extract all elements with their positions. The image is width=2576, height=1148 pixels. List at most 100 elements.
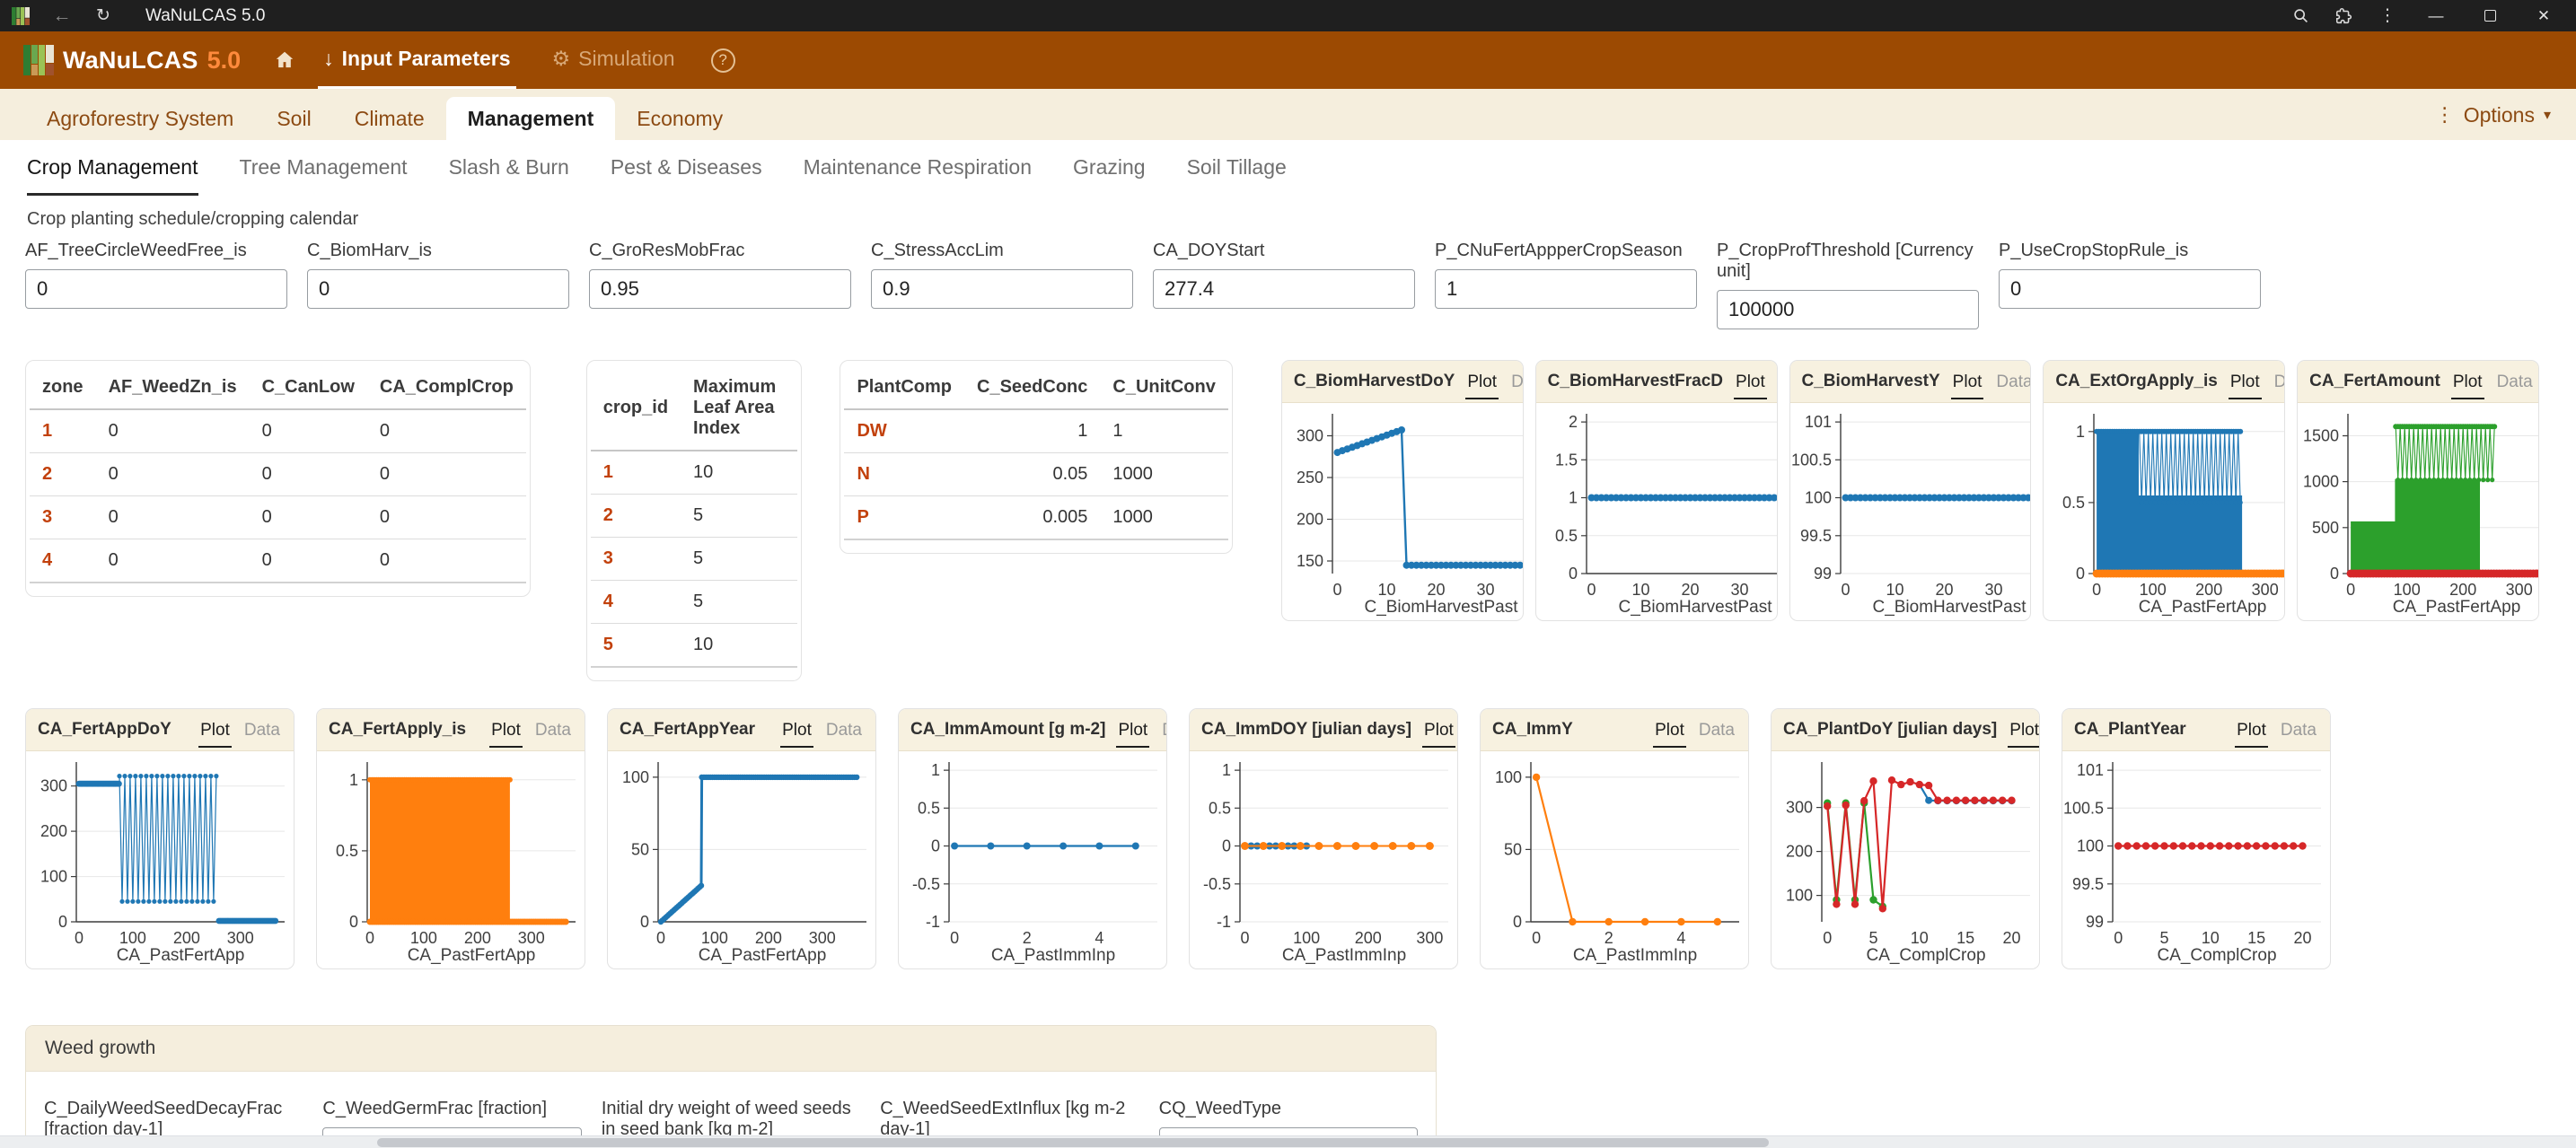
value-cell[interactable]: 0: [249, 452, 367, 496]
tab-climate[interactable]: Climate: [354, 106, 425, 130]
chart-plot-area: 0 50 100 0 100 200 300 CA_PastFertApp: [608, 751, 875, 968]
value-cell[interactable]: 0: [95, 495, 250, 539]
plot-tab[interactable]: Plot: [1465, 364, 1499, 399]
value-cell[interactable]: 5: [681, 580, 798, 624]
svg-text:100: 100: [1786, 887, 1813, 905]
plantcomp-table-card: PlantComp C_SeedConc C_UnitConv DW 1 1 N 0.05 10…: [840, 360, 1233, 554]
value-cell[interactable]: 5: [681, 494, 798, 538]
data-tab[interactable]: Data: [1511, 372, 1524, 391]
svg-text:0: 0: [349, 913, 358, 931]
param-input-c-biomharv-is[interactable]: [307, 269, 569, 309]
value-cell[interactable]: 0.005: [964, 495, 1101, 540]
tab-soil[interactable]: Soil: [277, 106, 312, 130]
subtab-pest-diseases[interactable]: Pest & Diseases: [610, 155, 762, 179]
subtab-crop-management[interactable]: Crop Management: [27, 155, 198, 196]
data-tab[interactable]: Data: [1698, 721, 1735, 740]
tab-management[interactable]: Management: [445, 97, 616, 140]
param-input-p-cnufertapppercropseason[interactable]: [1435, 269, 1697, 309]
value-cell[interactable]: 0: [366, 409, 526, 453]
param-input-p-cropprofthreshold-currency-unit[interactable]: [1717, 290, 1979, 329]
plot-tab[interactable]: Plot: [2235, 712, 2268, 748]
maximize-button[interactable]: [2466, 0, 2513, 31]
horizontal-scrollbar[interactable]: [0, 1135, 2576, 1148]
reload-icon[interactable]: ↻: [96, 6, 110, 25]
back-icon[interactable]: ←: [52, 4, 72, 26]
plot-tab[interactable]: Plot: [1422, 712, 1455, 748]
scrollbar-thumb[interactable]: [377, 1138, 1769, 1147]
data-tab[interactable]: Data: [534, 721, 571, 740]
chart-card-header: CA_FertAmount Plot Data: [2298, 361, 2538, 403]
tab-agroforestry-system[interactable]: Agroforestry System: [47, 106, 234, 130]
param-input-p-usecropstoprule-is[interactable]: [1999, 269, 2261, 309]
value-cell[interactable]: 0: [366, 495, 526, 539]
zoom-icon[interactable]: [2283, 4, 2319, 28]
plot-tab[interactable]: Plot: [2450, 364, 2484, 399]
plot-tab[interactable]: Plot: [1734, 364, 1767, 399]
minimize-button[interactable]: —: [2428, 6, 2444, 24]
value-cell[interactable]: 1000: [1100, 495, 1228, 540]
svg-text:0: 0: [656, 929, 665, 947]
plot-tab[interactable]: Plot: [198, 712, 232, 748]
plot-tab[interactable]: Plot: [2008, 712, 2039, 748]
close-button[interactable]: ✕: [2536, 6, 2551, 24]
value-cell[interactable]: 0.05: [964, 452, 1101, 496]
svg-text:100: 100: [1804, 489, 1831, 507]
chart-card-ca-immamount-g-m-2: CA_ImmAmount [g m-2] Plot Data -1 -0.5 0 0.5 1 0…: [898, 708, 1167, 969]
browser-titlebar: ← ↻ WaNuLCAS 5.0 ⋮ — ✕: [0, 0, 2576, 31]
plot-tab[interactable]: Plot: [1950, 364, 1984, 399]
subtab-tree-management[interactable]: Tree Management: [239, 155, 408, 179]
nav-item-input-parameters[interactable]: ↓ Input Parameters: [318, 31, 516, 89]
value-cell[interactable]: 0: [249, 539, 367, 583]
data-tab[interactable]: Data: [2273, 372, 2286, 391]
plot-tab[interactable]: Plot: [2228, 364, 2262, 399]
plot-tab[interactable]: Plot: [489, 712, 523, 748]
value-cell[interactable]: 0: [249, 409, 367, 453]
plot-tab[interactable]: Plot: [1653, 712, 1686, 748]
browser-menu-icon[interactable]: ⋮: [2378, 6, 2396, 25]
weed-field-c-dailyweedseeddecayfrac-fraction-day-1: C_DailyWeedSeedDecayFrac [fraction day-1…: [44, 1099, 303, 1148]
value-cell[interactable]: 1: [1100, 409, 1228, 453]
param-input-c-groresmobfrac[interactable]: [589, 269, 851, 309]
value-cell[interactable]: 10: [681, 451, 798, 495]
data-tab[interactable]: Data: [1160, 712, 1166, 748]
value-cell[interactable]: 1: [964, 409, 1101, 453]
tab-economy[interactable]: Economy: [637, 106, 724, 130]
subtab-slash-burn[interactable]: Slash & Burn: [448, 155, 569, 179]
subtab-soil-tillage[interactable]: Soil Tillage: [1186, 155, 1287, 179]
plot-tab[interactable]: Plot: [1116, 712, 1150, 748]
svg-text:300: 300: [227, 929, 254, 947]
data-tab[interactable]: Data: [1996, 372, 2032, 391]
param-input-c-stressacclim[interactable]: [871, 269, 1133, 309]
data-tab[interactable]: Data: [243, 721, 280, 740]
value-cell[interactable]: 10: [681, 623, 798, 668]
nav-item-label: Input Parameters: [341, 47, 511, 70]
nav-item-simulation[interactable]: ⚙ Simulation: [547, 31, 681, 89]
options-button[interactable]: ⋮ Options ▾: [2435, 97, 2551, 140]
subtab-grazing[interactable]: Grazing: [1073, 155, 1146, 179]
value-cell[interactable]: 0: [95, 539, 250, 583]
value-cell[interactable]: 0: [249, 495, 367, 539]
param-input-ca-doystart[interactable]: [1153, 269, 1415, 309]
svg-text:0: 0: [2076, 565, 2085, 583]
plot-tab[interactable]: Plot: [780, 712, 813, 748]
help-icon[interactable]: ?: [710, 48, 735, 73]
chart-card-ca-plantyear: CA_PlantYear Plot Data 99 99.5 100 100.5 101 0 5 1…: [2062, 708, 2331, 969]
data-tab[interactable]: Data: [2280, 721, 2317, 740]
svg-text:99.5: 99.5: [2072, 875, 2104, 893]
subtab-maintenance-respiration[interactable]: Maintenance Respiration: [803, 155, 1033, 179]
param-input-af-treecircleweedfree-is[interactable]: [25, 269, 287, 309]
chart-plot-area: 0 100 200 300 0 100 200 300 CA_PastFertApp: [26, 751, 294, 968]
value-cell[interactable]: 5: [681, 537, 798, 581]
value-cell[interactable]: 0: [366, 539, 526, 583]
home-button[interactable]: [260, 31, 309, 89]
extensions-icon[interactable]: [2326, 4, 2362, 28]
row-index-cell: 1: [30, 409, 96, 453]
data-tab[interactable]: Data: [2496, 372, 2533, 391]
data-tab[interactable]: Data: [825, 721, 862, 740]
value-cell[interactable]: 0: [366, 452, 526, 496]
value-cell[interactable]: 0: [95, 409, 250, 453]
value-cell[interactable]: 1000: [1100, 452, 1228, 496]
value-cell[interactable]: 0: [95, 452, 250, 496]
param-field-p-cnufertapppercropseason: P_CNuFertAppperCropSeason: [1435, 241, 1697, 329]
